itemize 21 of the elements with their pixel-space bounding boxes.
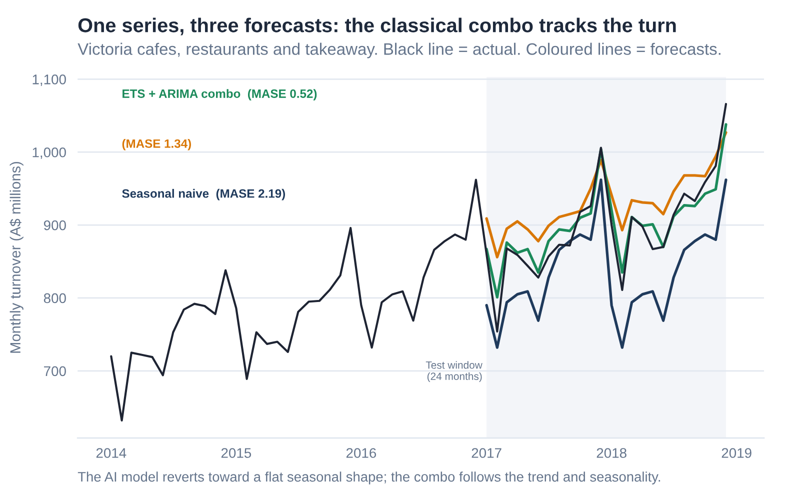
y-axis-title: Monthly turnover (A$ millions) [10, 162, 24, 353]
x-tick-label: 2016 [346, 448, 376, 458]
chart-title: One series, three forecasts: the classical combo tracks the turn [78, 18, 676, 36]
y-tick-label: 800 [44, 293, 66, 304]
x-tick-label: 2014 [96, 448, 126, 458]
line-series [485, 178, 728, 349]
y-tick-label: 700 [44, 366, 66, 376]
text: Seasonal naive (MASE 2.19) [122, 188, 286, 200]
y-tick-label: 900 [44, 220, 66, 230]
text: ETS + ARIMA combo (MASE 0.52) [122, 89, 317, 100]
x-tick-label: 2018 [596, 448, 626, 458]
chart-subtitle: Victoria cafes, restaurants and takeaway. Black line = actual. Coloured lines = forecasts. [78, 42, 720, 58]
line-series [110, 102, 728, 422]
y-tick-label: 1,000 [32, 147, 66, 159]
text: (MASE 1.34) [122, 139, 191, 150]
x-tick-label: 2019 [722, 448, 752, 458]
text: The AI model reverts toward a flat seasonal shape; the combo follows the trend and seasonality. [78, 472, 660, 484]
band-label: Test window (24 months) [426, 361, 482, 382]
x-tick-label: 2017 [472, 448, 502, 458]
y-tick-label: 1,100 [32, 74, 66, 86]
x-tick-label: 2015 [221, 448, 252, 458]
